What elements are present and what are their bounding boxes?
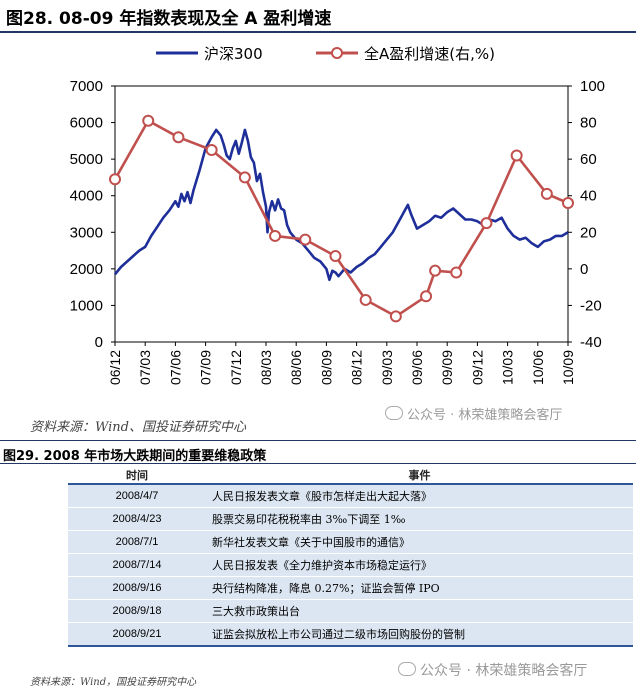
left-y-tick-label: 1000 <box>70 297 103 314</box>
left-y-tick-label: 3000 <box>70 224 103 241</box>
line-chart: 0 1000 2000 3000 4000 5000 6000 7000 -40 -20 0 20 40… <box>70 45 605 385</box>
table-row: 2008/9/18 三大救市政策出台 <box>68 599 633 623</box>
series-2-point <box>269 229 282 242</box>
row-date: 2008/9/16 <box>68 576 206 600</box>
series-2-point <box>450 266 463 279</box>
x-tick-label: 08/12 <box>349 350 365 385</box>
x-tick-label: 08/06 <box>288 350 304 385</box>
wechat-icon <box>385 406 403 420</box>
series-2-point <box>429 264 442 277</box>
row-date: 2008/9/18 <box>68 599 206 623</box>
table-row: 2008/7/1 新华社发表文章《关于中国股市的通信》 <box>68 530 633 554</box>
series-2-point <box>562 197 574 210</box>
table-row: 2008/9/16 央行结构降准，降息 0.27%；证监会暂停 IPO <box>68 576 633 600</box>
x-tick-label: 07/09 <box>198 350 214 385</box>
x-tick-label: 07/03 <box>137 350 153 385</box>
x-tick-label: 07/06 <box>167 350 183 385</box>
series-2-point <box>142 114 155 127</box>
x-tick-label: 07/12 <box>228 350 244 385</box>
series-2-point <box>299 233 312 246</box>
watermark-top: 公众号 · 林荣雄策略会客厅 <box>385 404 562 423</box>
x-tick-label: 06/12 <box>107 350 123 385</box>
x-tick-label: 08/03 <box>258 350 274 385</box>
row-event: 新华社发表文章《关于中国股市的通信》 <box>206 530 633 554</box>
table-row: 2008/4/23 股票交易印花税税率由 3‰下调至 1‰ <box>68 507 633 531</box>
row-event: 人民日报发表《全力维护资本市场稳定运行》 <box>206 553 633 577</box>
series-2-point <box>109 173 121 186</box>
series-2-point <box>420 290 433 303</box>
table-title-divider <box>0 463 636 464</box>
x-tick-label: 09/09 <box>439 350 455 385</box>
row-date: 2008/4/7 <box>68 484 206 508</box>
series-2-point <box>329 250 342 263</box>
row-date: 2008/4/23 <box>68 507 206 531</box>
legend-label-1: 沪深300 <box>204 45 263 63</box>
x-tick-label: 09/06 <box>409 350 425 385</box>
series-2-point <box>205 144 218 156</box>
legend-marker <box>331 47 343 59</box>
left-y-tick-label: 6000 <box>70 115 103 132</box>
series-2-point <box>389 310 402 323</box>
right-y-tick-label: -40 <box>580 334 602 351</box>
x-tick-label: 09/03 <box>379 350 395 385</box>
row-event: 证监会拟放松上市公司通过二级市场回购股份的管制 <box>206 622 633 647</box>
row-date: 2008/7/1 <box>68 530 206 554</box>
right-y-tick-label: 20 <box>580 224 597 241</box>
right-y-tick-label: 0 <box>580 261 588 278</box>
header-time: 时间 <box>68 466 206 485</box>
right-y-tick-label: 100 <box>580 78 605 95</box>
row-event: 央行结构降准，降息 0.27%；证监会暂停 IPO <box>206 576 633 600</box>
row-event: 三大救市政策出台 <box>206 599 633 623</box>
x-tick-label: 10/03 <box>500 350 516 385</box>
right-y-tick-label: 40 <box>580 188 597 205</box>
table-source-note: 资料来源：Wind，国投证券研究中心 <box>30 677 197 688</box>
series-2-point <box>359 293 372 306</box>
x-tick-label: 10/09 <box>560 350 576 385</box>
series-2-point <box>172 131 185 144</box>
table-row: 2008/7/14 人民日报发表《全力维护资本市场稳定运行》 <box>68 553 633 577</box>
x-tick-label: 10/06 <box>530 350 546 385</box>
table-row: 2008/9/21 证监会拟放松上市公司通过二级市场回购股份的管制 <box>68 622 633 647</box>
right-y-tick-label: 60 <box>580 151 597 168</box>
row-event: 人民日报发表文章《股市怎样走出大起大落》 <box>206 484 633 508</box>
legend-label-2: 全A盈利增速(右,%) <box>364 45 495 63</box>
right-y-tick-label: 80 <box>580 115 597 132</box>
figure-title: 图28. 08-09 年指数表现及全 A 盈利增速 <box>6 9 332 29</box>
row-date: 2008/7/14 <box>68 553 206 577</box>
plot-frame <box>114 85 569 343</box>
series-2-point <box>540 187 553 200</box>
policy-table: 时间 事件 2008/4/7 人民日报发表文章《股市怎样走出大起大落》 2008/… <box>68 466 633 647</box>
x-tick-label: 09/12 <box>469 350 485 385</box>
right-y-tick-label: -20 <box>580 297 602 314</box>
section-divider <box>0 440 636 441</box>
left-y-tick-label: 5000 <box>70 151 103 168</box>
row-date: 2008/9/21 <box>68 622 206 647</box>
header-event: 事件 <box>206 466 633 485</box>
left-y-tick-label: 2000 <box>70 261 103 278</box>
series-2-point <box>510 149 523 162</box>
x-tick-label: 08/09 <box>318 350 334 385</box>
left-y-tick-label: 0 <box>95 334 103 351</box>
left-y-tick-label: 7000 <box>70 78 103 95</box>
series-2-point <box>480 217 493 230</box>
table-row: 2008/4/7 人民日报发表文章《股市怎样走出大起大落》 <box>68 484 633 508</box>
chart-source-note: 资料来源：Wind、国投证券研究中心 <box>30 420 246 435</box>
watermark-text: 公众号 · 林荣雄策略会客厅 <box>420 663 588 679</box>
series-2-point <box>238 171 251 184</box>
table-title: 图29. 2008 年市场大跌期间的重要维稳政策 <box>3 449 267 464</box>
watermark-bottom: 公众号 · 林荣雄策略会客厅 <box>398 660 587 680</box>
wechat-icon <box>398 662 416 676</box>
title-divider <box>0 31 636 33</box>
row-event: 股票交易印花税税率由 3‰下调至 1‰ <box>206 507 633 531</box>
table-header-row: 时间 事件 <box>68 466 633 485</box>
left-y-tick-label: 4000 <box>70 188 103 205</box>
series-line-1 <box>113 128 569 282</box>
watermark-text: 公众号 · 林荣雄策略会客厅 <box>407 408 563 423</box>
